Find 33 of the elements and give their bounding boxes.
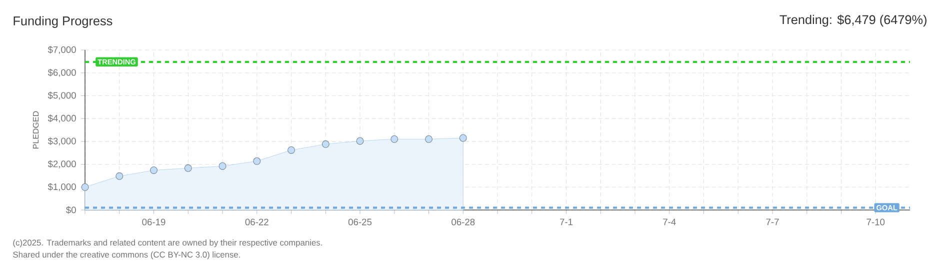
y-tick-label: $0 xyxy=(66,206,76,214)
point xyxy=(253,157,261,165)
x-tick-label: 06-28 xyxy=(452,218,475,226)
x-tick-label: 06-22 xyxy=(245,218,268,226)
x-tick-label: 06-19 xyxy=(142,218,166,226)
chart-title: Funding Progress xyxy=(14,16,112,28)
text: Trending: $6,479 (6479%) xyxy=(780,14,926,27)
point xyxy=(116,172,124,180)
point xyxy=(425,135,432,143)
x-tick-label: 7-10 xyxy=(866,218,885,226)
y-tick-label: $7,000 xyxy=(48,46,76,54)
y-tick-label: $5,000 xyxy=(48,92,76,100)
point xyxy=(322,140,330,148)
point xyxy=(184,164,192,172)
x-tick-label: 06-25 xyxy=(348,218,372,226)
x-tick-label: 7-7 xyxy=(766,218,779,226)
y-axis-title: PLEDGED xyxy=(32,111,39,148)
text: (c)2025. Trademarks and related content are owned by their respective companies. xyxy=(13,239,322,248)
y-tick-label: $2,000 xyxy=(48,160,76,168)
y-tick-label: $4,000 xyxy=(48,114,76,123)
point xyxy=(288,146,295,154)
point xyxy=(356,137,364,145)
text: Shared under the creative commons (CC BY-NC 3.0) license. xyxy=(13,251,240,260)
point xyxy=(150,166,158,174)
point xyxy=(81,183,89,191)
y-tick-label: $3,000 xyxy=(48,137,76,146)
point xyxy=(218,162,226,170)
point xyxy=(459,134,467,142)
y-tick-label: $6,000 xyxy=(48,68,76,77)
x-tick-label: 7-4 xyxy=(663,218,676,226)
y-tick-label: $1,000 xyxy=(48,183,76,192)
point xyxy=(390,135,398,143)
x-tick-label: 7-1 xyxy=(560,218,573,226)
